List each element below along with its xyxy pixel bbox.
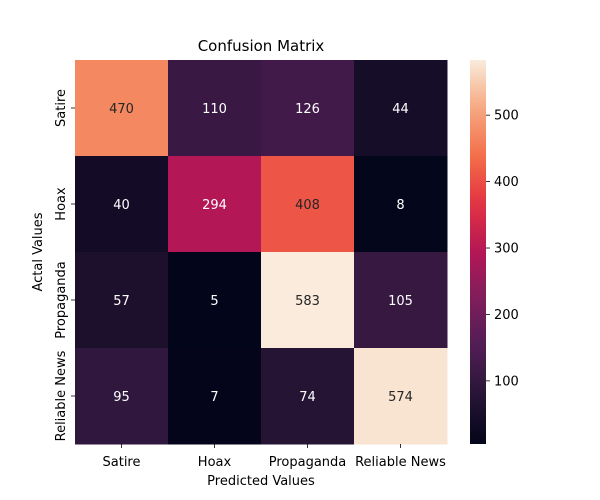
cell-value-label: 40	[113, 198, 130, 213]
cell-value-label: 57	[113, 294, 130, 309]
colorbar-axis: 100 200 300 400 500	[486, 109, 519, 389]
x-tick-label: Satire	[103, 455, 141, 470]
y-axis: Satire Hoax Propaganda Reliable News	[54, 89, 75, 441]
colorbar-tick-label: 400	[494, 175, 519, 190]
y-tick-label: Reliable News	[54, 350, 69, 441]
heatmap-cell	[354, 60, 448, 157]
colorbar	[470, 60, 486, 444]
heatmap-cell	[354, 348, 448, 445]
colorbar-tick-label: 500	[494, 109, 519, 124]
cell-value-label: 583	[295, 294, 320, 309]
cell-value-label: 5	[210, 294, 218, 309]
heatmap-cell	[75, 60, 169, 157]
colorbar-tick-label: 200	[494, 308, 519, 323]
heatmap-cell	[261, 60, 355, 157]
colorbar-tick-label: 100	[494, 374, 519, 389]
heatmap-cell	[261, 252, 355, 349]
x-tick-label: Hoax	[198, 455, 232, 470]
heatmap-cell	[168, 156, 262, 253]
cell-value-label: 574	[388, 390, 413, 405]
y-tick-label: Hoax	[54, 187, 69, 221]
cell-value-label: 7	[210, 390, 218, 405]
cell-value-label: 408	[295, 198, 320, 213]
y-axis-title: Actal Values	[31, 212, 46, 291]
heatmap-cell	[168, 348, 262, 445]
cell-value-label: 470	[109, 102, 134, 117]
y-tick-label: Propaganda	[54, 261, 69, 339]
cell-value-label: 105	[388, 294, 413, 309]
heatmap-cell	[261, 156, 355, 253]
heatmap-cell	[354, 252, 448, 349]
cell-value-label: 8	[396, 198, 404, 213]
x-axis: Satire Hoax Propaganda Reliable News	[103, 444, 446, 470]
heatmap-cell	[75, 252, 169, 349]
cell-value-label: 74	[299, 390, 316, 405]
cell-value-label: 126	[295, 102, 320, 117]
heatmap-grid: 470 110 126 44 40 294 408 8 57 5 583 105 95 7 74 574	[75, 60, 448, 445]
cell-value-label: 110	[202, 102, 227, 117]
x-axis-title: Predicted Values	[207, 474, 315, 489]
heatmap-cell	[354, 156, 448, 253]
cell-value-label: 95	[113, 390, 130, 405]
heatmap-cell	[168, 60, 262, 157]
heatmap-cell	[75, 156, 169, 253]
heatmap-cell	[168, 252, 262, 349]
heatmap-cell	[75, 348, 169, 445]
heatmap-cell	[261, 348, 355, 445]
cell-value-label: 44	[392, 102, 409, 117]
x-tick-label: Reliable News	[355, 455, 446, 470]
chart-title: Confusion Matrix	[198, 37, 325, 55]
y-tick-label: Satire	[54, 89, 69, 127]
colorbar-tick-label: 300	[494, 242, 519, 257]
x-tick-label: Propaganda	[269, 455, 347, 470]
cell-value-label: 294	[202, 198, 227, 213]
